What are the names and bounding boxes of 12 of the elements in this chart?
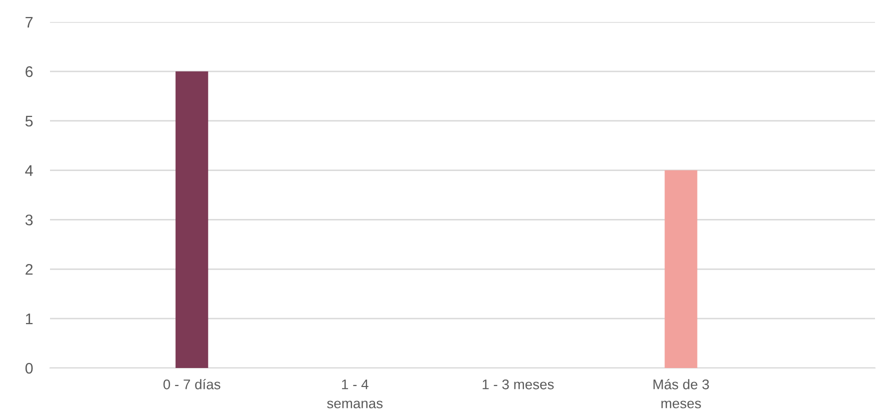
y-tick-label: 0 xyxy=(25,362,33,374)
x-tick-label: Más de 3 meses xyxy=(654,378,709,408)
x-tick-label: 1 - 3 meses xyxy=(482,379,554,390)
y-tick-label: 7 xyxy=(26,17,33,28)
y-tick-label: 4 xyxy=(25,165,33,176)
y-tick-label: 6 xyxy=(26,66,33,78)
y-tick-label: 2 xyxy=(26,264,33,275)
x-tick-label: 1 - 4 semanas xyxy=(327,380,383,408)
y-tick-label: 5 xyxy=(25,116,33,127)
y-tick-label: 3 xyxy=(25,214,33,226)
x-tick-label: 0 - 7 días xyxy=(163,378,220,390)
y-tick-label: 1 xyxy=(26,314,33,324)
